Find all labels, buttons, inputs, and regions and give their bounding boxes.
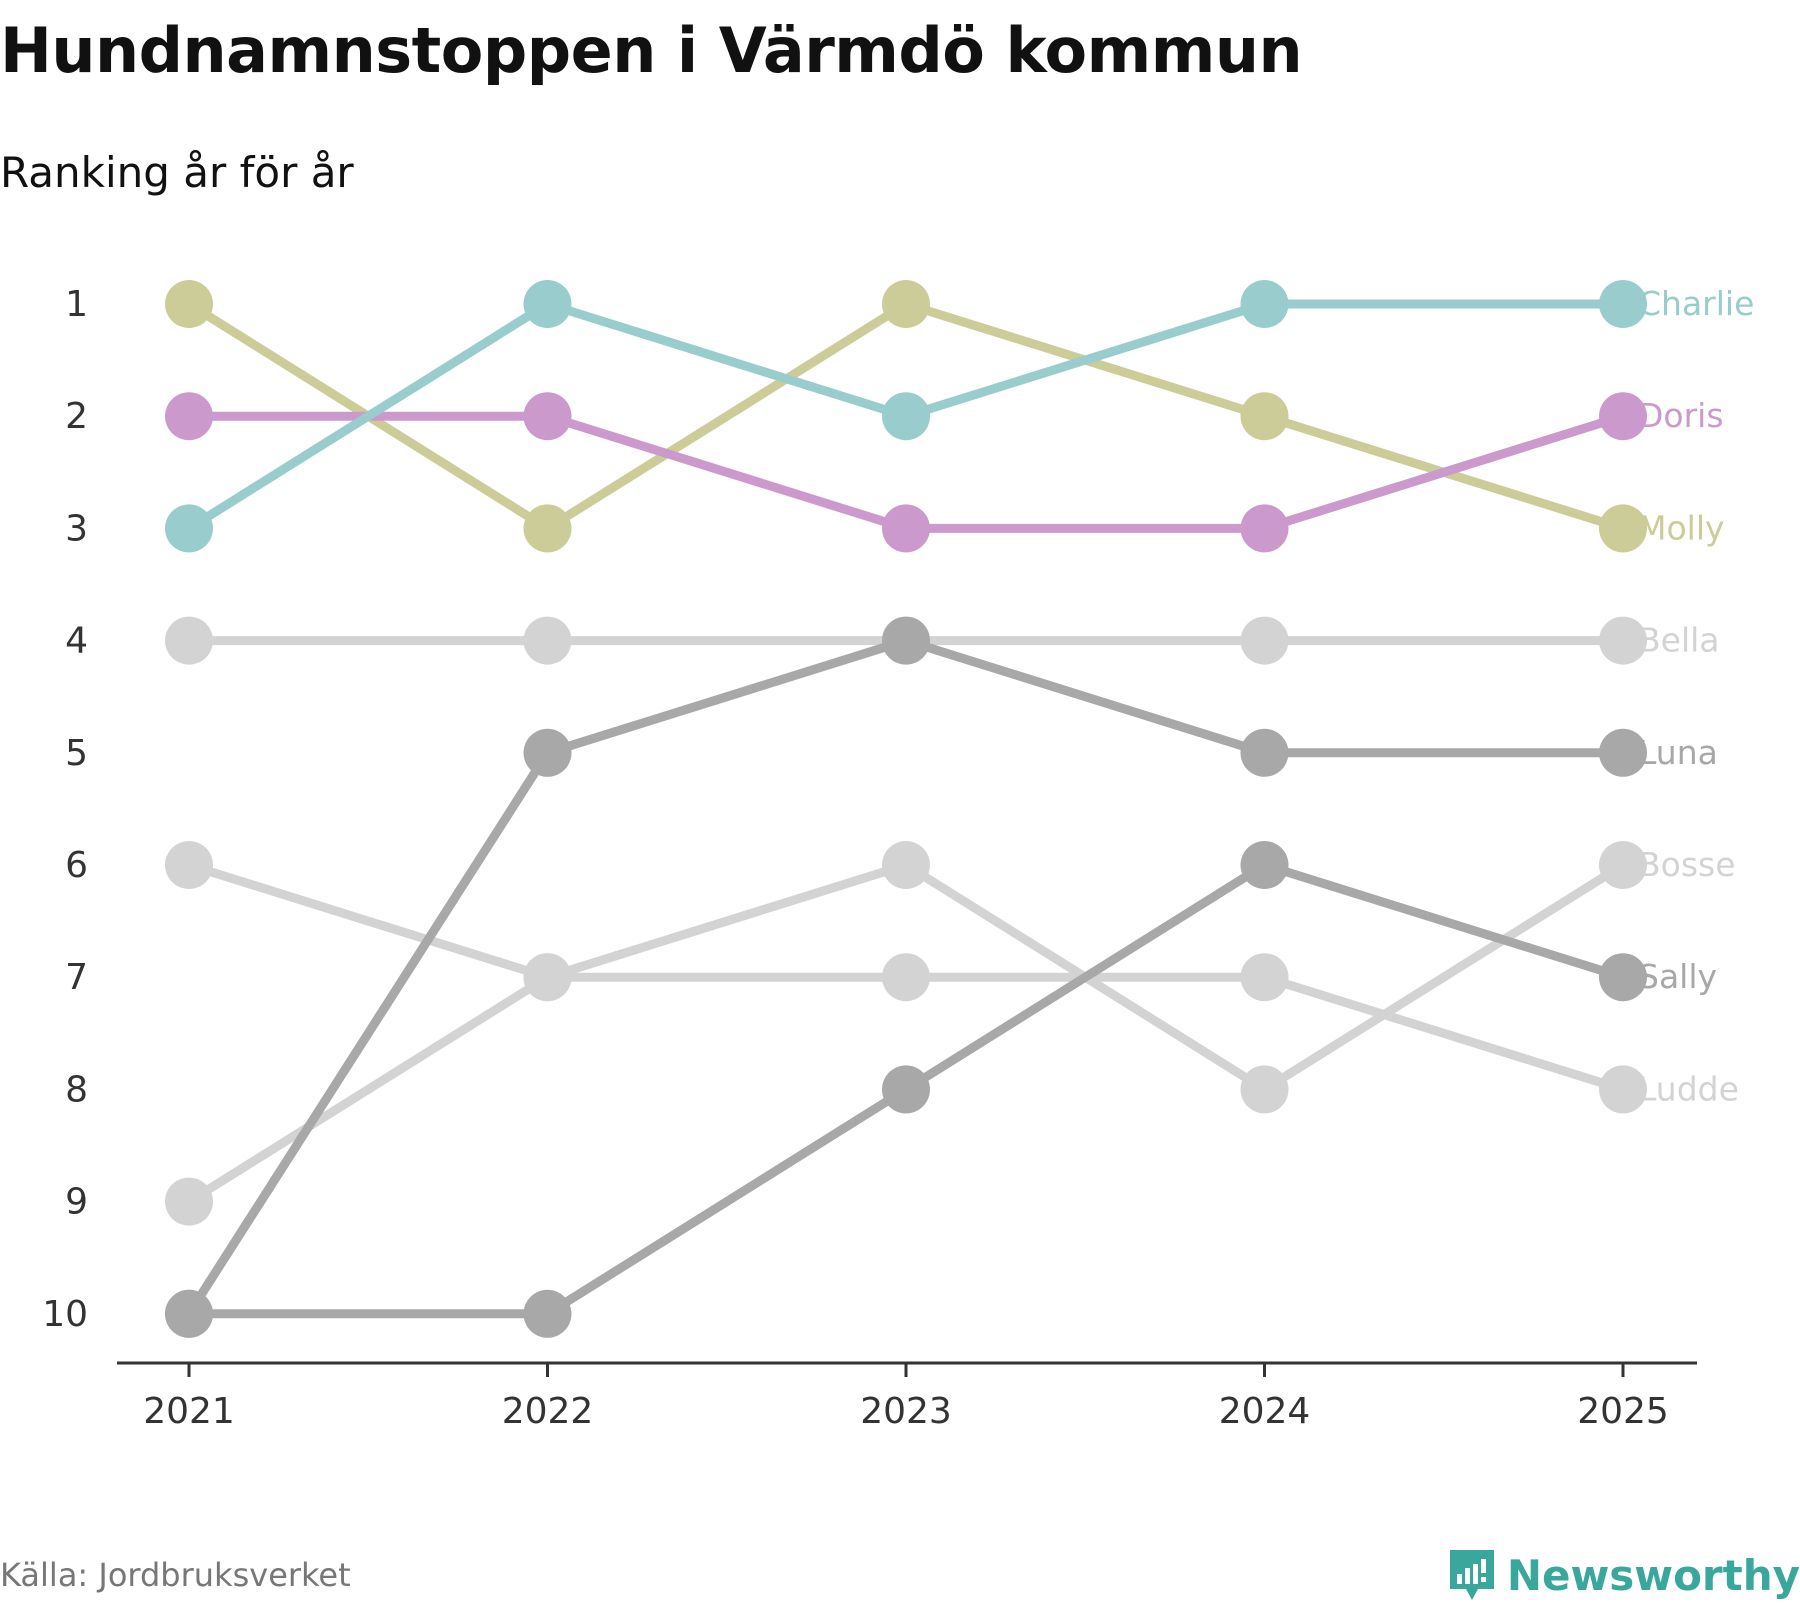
series-point-charlie-2021 <box>165 504 213 553</box>
series-charlie: Charlie <box>165 280 1754 553</box>
series-point-molly-2023 <box>882 280 930 328</box>
series-point-sally-2025 <box>1599 953 1647 1002</box>
x-tick-label-2024: 2024 <box>1219 1391 1311 1432</box>
series-bella: Bella <box>165 616 1720 665</box>
series-point-bosse-2023 <box>882 841 930 889</box>
series-point-doris-2022 <box>523 392 572 441</box>
series-point-molly-2025 <box>1599 504 1647 553</box>
series-point-luna-2023 <box>882 616 930 665</box>
series-point-sally-2021 <box>165 1289 213 1338</box>
y-tick-label-8: 8 <box>65 1069 88 1110</box>
series-point-luna-2024 <box>1240 728 1289 777</box>
x-tick-label-2022: 2022 <box>502 1391 594 1432</box>
series-point-charlie-2023 <box>882 392 930 441</box>
series-point-bella-2021 <box>165 616 213 665</box>
bump-chart: 1 2 3 4 5 6 7 8 9 10 2021 2022 2023 2024 2025 Bella Bo… <box>42 280 1754 1432</box>
y-tick-label-6: 6 <box>65 845 88 886</box>
series-point-doris-2023 <box>882 504 930 553</box>
series-point-luna-2022 <box>523 728 572 777</box>
brand[interactable]: Newsworthy <box>1447 1545 1800 1605</box>
series-point-molly-2021 <box>165 280 213 328</box>
x-axis: 2021 2022 2023 2024 2025 <box>117 1361 1697 1432</box>
series-label-bosse: Bosse <box>1638 845 1736 884</box>
x-tick-label-2023: 2023 <box>860 1391 952 1432</box>
newsworthy-logo-icon <box>1449 1550 1494 1600</box>
series-point-molly-2022 <box>523 504 572 553</box>
y-tick-label-9: 9 <box>65 1182 88 1223</box>
series-point-charlie-2025 <box>1599 280 1647 328</box>
series-label-charlie: Charlie <box>1638 284 1754 323</box>
y-tick-label-4: 4 <box>65 621 88 662</box>
series-ludde: Ludde <box>165 841 1739 1114</box>
series-point-sally-2022 <box>523 1289 572 1338</box>
y-tick-label-10: 10 <box>42 1294 88 1335</box>
series-point-bella-2025 <box>1599 616 1647 665</box>
series-doris: Doris <box>165 392 1724 553</box>
series-point-bella-2024 <box>1240 616 1289 665</box>
y-tick-label-7: 7 <box>65 957 88 998</box>
x-tick-label-2025: 2025 <box>1577 1391 1669 1432</box>
series-molly: Molly <box>165 280 1725 553</box>
series-label-bella: Bella <box>1638 621 1720 660</box>
series-point-ludde-2025 <box>1599 1065 1647 1114</box>
series-point-doris-2025 <box>1599 392 1647 441</box>
series-label-ludde: Ludde <box>1638 1069 1739 1108</box>
y-tick-label-2: 2 <box>65 396 88 437</box>
series-point-bosse-2025 <box>1599 841 1647 889</box>
y-axis: 1 2 3 4 5 6 7 8 9 10 <box>42 284 88 1335</box>
series-point-ludde-2023 <box>882 953 930 1002</box>
series-point-bosse-2024 <box>1240 1065 1289 1114</box>
series-label-molly: Molly <box>1638 508 1725 547</box>
series-point-charlie-2022 <box>523 280 572 328</box>
brand-name: Newsworthy <box>1506 1550 1800 1600</box>
series-point-bella-2022 <box>523 616 572 665</box>
series-point-bosse-2021 <box>165 1177 213 1226</box>
y-tick-label-1: 1 <box>65 284 88 325</box>
series-point-doris-2024 <box>1240 504 1289 553</box>
series-point-doris-2021 <box>165 392 213 441</box>
series-sally: Sally <box>165 841 1717 1338</box>
series-point-ludde-2024 <box>1240 953 1289 1002</box>
series-point-sally-2024 <box>1240 841 1289 889</box>
series-layer: Bella Bosse Ludde Luna Sally Molly Doris Charli… <box>165 280 1754 1338</box>
series-point-charlie-2024 <box>1240 280 1289 328</box>
chart-title: Hundnamnstoppen i Värmdö kommun <box>0 14 1303 87</box>
series-point-ludde-2022 <box>523 953 572 1002</box>
series-bosse: Bosse <box>165 841 1736 1226</box>
series-point-molly-2024 <box>1240 392 1289 441</box>
y-tick-label-3: 3 <box>65 508 88 549</box>
source-note: Källa: Jordbruksverket <box>0 1556 351 1594</box>
series-point-ludde-2021 <box>165 841 213 889</box>
x-tick-label-2021: 2021 <box>143 1391 235 1432</box>
y-tick-label-5: 5 <box>65 733 88 774</box>
chart-subtitle: Ranking år för år <box>0 148 354 197</box>
series-label-doris: Doris <box>1638 396 1724 435</box>
series-point-sally-2023 <box>882 1065 930 1114</box>
series-label-sally: Sally <box>1638 957 1717 996</box>
series-line-bosse <box>184 860 1628 1207</box>
series-point-luna-2025 <box>1599 728 1647 777</box>
series-label-luna: Luna <box>1638 733 1718 772</box>
